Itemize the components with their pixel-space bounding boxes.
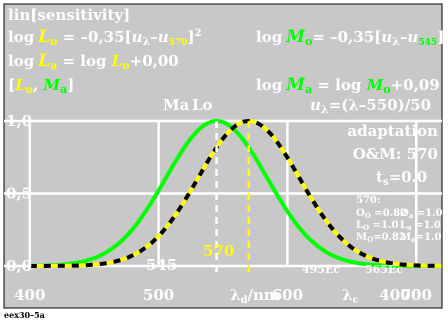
om-label: O&M: 570 (353, 145, 438, 163)
legend-bracket: [Lo, Ma] (8, 76, 74, 96)
y-tick-label: 1,0 (6, 112, 32, 130)
series-l-curve-dash (29, 118, 442, 268)
chart-title: lin[sensitivity] (8, 6, 130, 24)
series-m-curve (29, 119, 442, 268)
marker-570-label: 570 (203, 242, 234, 260)
ec565-label: 565Ec (365, 263, 403, 276)
marker-545-label: 545 (146, 256, 177, 274)
equation-l-label: log Lo = –0,35[uλ–u570]2 (8, 27, 202, 48)
equation-m-label: log Mo= –0,35[uλ–u545]2 (256, 27, 448, 48)
x-axis-unit-label: λd/nm (230, 286, 280, 306)
l-a-value: La =1.0 (400, 220, 441, 232)
x-axis-lc-label: λc (342, 286, 359, 306)
x-tick-label: 700 (401, 286, 432, 304)
x-tick-label: 400 (379, 286, 410, 304)
curves (29, 118, 442, 274)
ma-peak-label: Ma (163, 96, 190, 114)
u-lambda-label: uλ=(λ–550)/50 (310, 96, 431, 116)
lo-peak-label: Lo (192, 96, 213, 114)
ts-label: ts=0.0 (376, 168, 427, 188)
m-a-value: Ma=1.0 (400, 232, 441, 244)
ec495-label: 495Ec (302, 263, 340, 276)
y-tick-label: 0,5 (6, 185, 32, 203)
m-o-value: MO=0.82 (356, 232, 406, 244)
o-o-value: OO =0.82 (356, 208, 407, 220)
w570-label: 570: (356, 195, 381, 206)
footer-code: eex30–5a (4, 310, 45, 320)
l-o-value: LO =1.0 (356, 220, 398, 232)
o-a-value: Oa =1.0 (400, 208, 443, 220)
equation-la-label: log La = log Lo+0,00 (8, 51, 179, 72)
y-tick-label: 0,0 (6, 257, 32, 275)
x-tick-label: 400 (14, 286, 45, 304)
x-tick-label: 600 (272, 286, 303, 304)
adaptation-label: adaptation (347, 122, 438, 140)
x-tick-label: 500 (143, 286, 174, 304)
equation-ma-label: log Ma = log Mo+0,09 (256, 75, 440, 96)
